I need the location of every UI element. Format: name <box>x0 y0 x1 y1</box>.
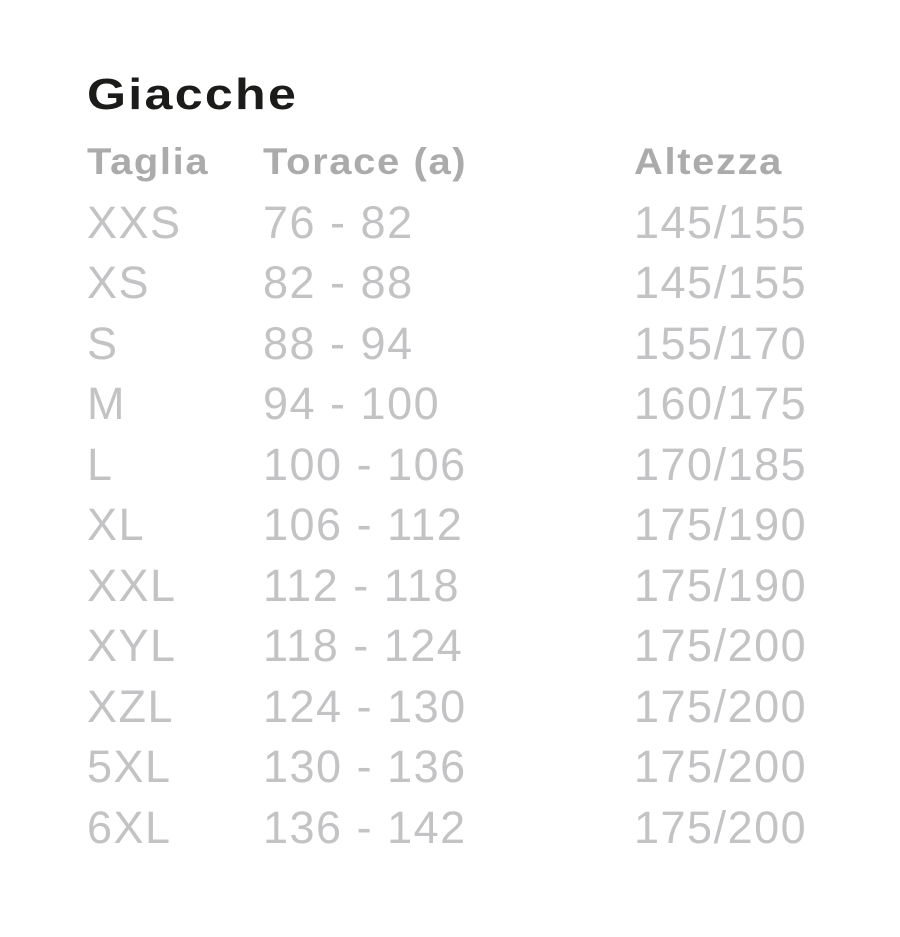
cell-altezza: 175/200 <box>634 620 808 672</box>
cell-altezza: 160/175 <box>634 378 808 430</box>
column-header-taglia: Taglia <box>87 141 210 183</box>
cell-torace: 112 - 118 <box>263 559 460 611</box>
cell-taglia: L <box>87 438 114 490</box>
cell-altezza: 175/200 <box>634 741 808 793</box>
cell-altezza: 175/190 <box>634 499 808 551</box>
cell-taglia: 5XL <box>87 741 172 793</box>
page-title: Giacche <box>87 70 299 119</box>
cell-torace: 82 - 88 <box>263 257 414 309</box>
cell-taglia: M <box>87 378 126 430</box>
cell-altezza: 145/155 <box>634 196 808 248</box>
cell-torace: 106 - 112 <box>263 499 464 551</box>
cell-taglia: XXS <box>87 196 182 248</box>
cell-taglia: XS <box>87 257 151 309</box>
column-header-altezza: Altezza <box>634 141 784 183</box>
cell-altezza: 175/190 <box>634 559 808 611</box>
cell-torace: 76 - 82 <box>263 196 414 248</box>
cell-altezza: 175/200 <box>634 801 808 853</box>
cell-altezza: 145/155 <box>634 257 808 309</box>
size-chart: Giacche Taglia Torace (a) Altezza XXS 76… <box>87 70 867 858</box>
cell-taglia: 6XL <box>87 801 172 853</box>
cell-taglia: XYL <box>87 620 177 672</box>
cell-torace: 100 - 106 <box>263 438 467 490</box>
size-table: Taglia Torace (a) Altezza XXS 76 - 82 14… <box>87 132 867 858</box>
cell-altezza: 155/170 <box>634 317 808 369</box>
cell-torace: 94 - 100 <box>263 378 441 430</box>
cell-taglia: S <box>87 317 119 369</box>
cell-torace: 124 - 130 <box>263 680 467 732</box>
column-header-torace: Torace (a) <box>263 141 468 183</box>
cell-torace: 136 - 142 <box>263 801 467 853</box>
cell-torace: 88 - 94 <box>263 317 414 369</box>
cell-taglia: XL <box>87 499 146 551</box>
cell-torace: 130 - 136 <box>263 741 467 793</box>
cell-taglia: XXL <box>87 559 177 611</box>
cell-altezza: 170/185 <box>634 438 808 490</box>
cell-altezza: 175/200 <box>634 680 808 732</box>
cell-taglia: XZL <box>87 680 175 732</box>
cell-torace: 118 - 124 <box>263 620 464 672</box>
